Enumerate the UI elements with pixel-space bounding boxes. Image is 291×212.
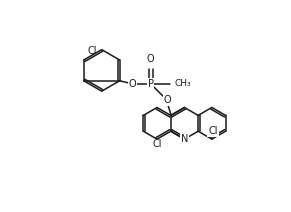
Text: Cl: Cl [87, 46, 97, 56]
Text: O: O [147, 54, 154, 64]
Text: P: P [148, 79, 154, 89]
Text: Cl: Cl [152, 139, 162, 149]
Text: CH₃: CH₃ [175, 79, 191, 88]
Text: O: O [164, 95, 171, 105]
Text: N: N [181, 134, 188, 144]
Text: Cl: Cl [208, 126, 218, 136]
Text: O: O [129, 79, 136, 89]
